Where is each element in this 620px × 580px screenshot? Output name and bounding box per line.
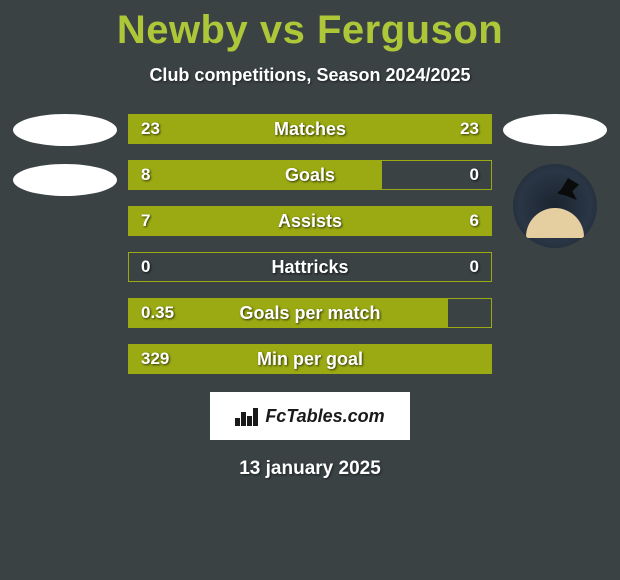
stat-value-left: 23 (141, 119, 160, 139)
stat-label: Goals (285, 165, 335, 186)
left-badge-1 (13, 114, 117, 146)
stat-bar: 23 Matches 23 (128, 114, 492, 144)
left-badge-2 (13, 164, 117, 196)
stats-bars: 23 Matches 23 8 Goals 0 7 Assists 6 0 Hattricks 0 0.… (120, 114, 500, 374)
stat-value-left: 8 (141, 165, 150, 185)
stat-value-right: 0 (470, 257, 479, 277)
right-club-crest (513, 164, 597, 248)
stat-value-right: 23 (460, 119, 479, 139)
stat-label: Goals per match (239, 303, 380, 324)
stat-value-left: 0.35 (141, 303, 174, 323)
stat-bar: 0.35 Goals per match (128, 298, 492, 328)
brand-chart-icon (235, 406, 259, 426)
stat-label: Min per goal (257, 349, 363, 370)
comparison-body: 23 Matches 23 8 Goals 0 7 Assists 6 0 Hattricks 0 0.… (0, 114, 620, 374)
stat-value-right: 0 (470, 165, 479, 185)
crest-bird (557, 178, 579, 200)
stat-label: Hattricks (271, 257, 348, 278)
left-logo-column (10, 114, 120, 196)
snapshot-date: 13 january 2025 (0, 458, 620, 480)
brand-badge: FcTables.com (210, 392, 410, 440)
stat-bar: 0 Hattricks 0 (128, 252, 492, 282)
stat-label: Matches (274, 119, 346, 140)
stat-label: Assists (278, 211, 342, 232)
stat-value-left: 329 (141, 349, 169, 369)
fill-left (129, 161, 382, 189)
stat-bar: 329 Min per goal (128, 344, 492, 374)
brand-text: FcTables.com (265, 406, 384, 427)
crest-arch (526, 208, 584, 238)
stat-bar: 8 Goals 0 (128, 160, 492, 190)
stat-bar: 7 Assists 6 (128, 206, 492, 236)
right-badge-1 (503, 114, 607, 146)
stat-value-right: 6 (470, 211, 479, 231)
page-title: Newby vs Ferguson (0, 0, 620, 53)
page-subtitle: Club competitions, Season 2024/2025 (0, 65, 620, 86)
stat-value-left: 7 (141, 211, 150, 231)
right-logo-column (500, 114, 610, 248)
stat-value-left: 0 (141, 257, 150, 277)
